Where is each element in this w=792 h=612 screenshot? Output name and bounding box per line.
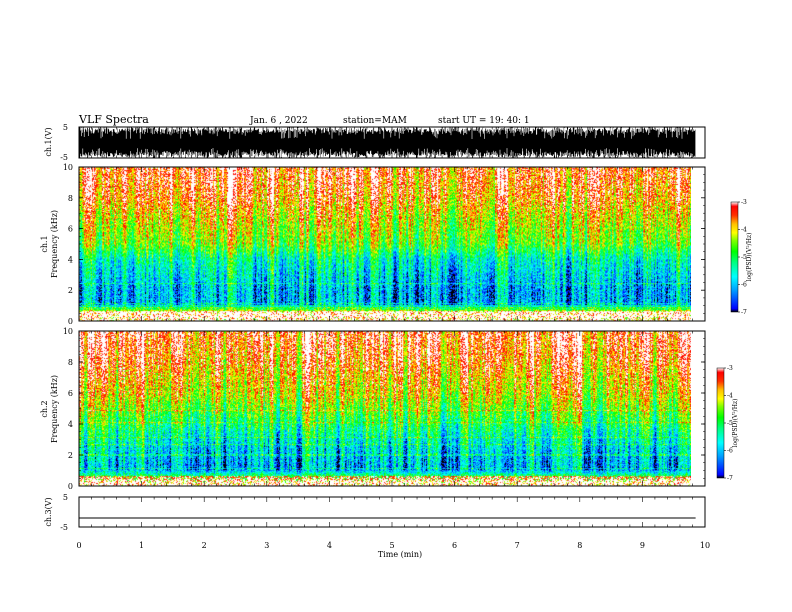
ytick-label: 4 bbox=[68, 420, 73, 429]
ch1-colorbar: -3 -4 -5 -6 -7 log(PSD)(V²/Hz) bbox=[730, 199, 753, 316]
ch2-colorbar-label: log(PSD)(V²/Hz) bbox=[732, 399, 739, 448]
time-tick-label: 8 bbox=[577, 541, 582, 550]
start-time-label: start UT = 19: 40: 1 bbox=[438, 116, 530, 126]
ytick-label: 8 bbox=[68, 194, 73, 203]
ch2-spectrogram-ylabel-channel: ch.2 bbox=[40, 400, 49, 417]
ch3-waveform-ylabel: ch.3(V) bbox=[44, 497, 53, 526]
colorbar-tick-label: -5 bbox=[741, 254, 747, 261]
ytick-label: 4 bbox=[68, 255, 73, 264]
time-tick-label: 6 bbox=[452, 541, 457, 550]
ch3-ytick-top: 5 bbox=[63, 493, 68, 502]
ch2-spectrogram-image bbox=[79, 331, 691, 486]
ch1-spectrogram-ylabel-channel: ch.1 bbox=[40, 235, 49, 252]
ch1-waveform-ylabel: ch.1(V) bbox=[44, 127, 53, 156]
ytick-label: 2 bbox=[68, 451, 73, 460]
time-tick-label: 4 bbox=[327, 541, 332, 550]
colorbar-tick-label: -7 bbox=[727, 475, 733, 482]
ch2-spectrogram-ylabel-frequency: Frequency (kHz) bbox=[50, 375, 59, 443]
time-axis-label: Time (min) bbox=[378, 550, 422, 559]
ch1-colorbar-label: log(PSD)(V²/Hz) bbox=[746, 233, 753, 282]
ch1-waveform-panel: 5 -5 ch.1(V) bbox=[44, 123, 706, 162]
ytick-label: 6 bbox=[68, 225, 73, 234]
ch1-spectrogram-panel: 0 2 4 6 8 10 ch.1 Frequency (kHz) bbox=[40, 163, 753, 326]
colorbar-tick-label: -7 bbox=[741, 309, 747, 316]
time-tick-label: 5 bbox=[389, 541, 394, 550]
ytick-label: 2 bbox=[68, 286, 73, 295]
colorbar-tick-label: -5 bbox=[727, 420, 733, 427]
ytick-label: 0 bbox=[68, 317, 73, 326]
figure-title: VLF Spectra bbox=[78, 113, 149, 126]
colorbar-tick-label: -3 bbox=[741, 199, 747, 206]
time-axis-ticks bbox=[78, 127, 706, 527]
ytick-label: 10 bbox=[63, 163, 73, 172]
ch2-spectrogram-yaxis: 0 2 4 6 8 10 bbox=[63, 327, 705, 491]
ch1-spectrogram-ylabel-frequency: Frequency (kHz) bbox=[50, 210, 59, 278]
time-tick-label: 0 bbox=[76, 541, 81, 550]
ch1-waveform-gaps bbox=[81, 128, 695, 157]
station-label: station=MAM bbox=[343, 116, 407, 126]
ch2-spectrogram-panel: 0 2 4 6 8 10 ch.2 Frequency (kHz) -3 -4 -5 -6 -7 … bbox=[40, 327, 739, 491]
ch1-ytick-bottom: -5 bbox=[60, 153, 68, 162]
ytick-label: 10 bbox=[63, 327, 73, 336]
time-tick-label: 9 bbox=[640, 541, 645, 550]
ch1-spectrogram-image bbox=[79, 167, 691, 321]
colorbar-tick-label: -3 bbox=[727, 365, 733, 372]
ch3-ytick-bottom: -5 bbox=[60, 523, 68, 532]
time-tick-label: 7 bbox=[515, 541, 520, 550]
ch3-waveform-panel: 5 -5 ch.3(V) bbox=[44, 493, 706, 532]
time-tick-label: 2 bbox=[202, 541, 207, 550]
time-tick-label: 10 bbox=[700, 541, 710, 550]
time-tick-label: 1 bbox=[139, 541, 144, 550]
colorbar-tick-label: -6 bbox=[727, 448, 733, 455]
ytick-label: 0 bbox=[68, 482, 73, 491]
ch1-ytick-top: 5 bbox=[63, 123, 68, 132]
ytick-label: 8 bbox=[68, 358, 73, 367]
ch2-colorbar: -3 -4 -5 -6 -7 log(PSD)(V²/Hz) bbox=[716, 365, 739, 482]
time-axis-labels: 0 1 2 3 4 5 6 7 8 9 10 bbox=[76, 541, 710, 550]
colorbar-tick-label: -4 bbox=[741, 227, 747, 234]
time-tick-label: 3 bbox=[264, 541, 269, 550]
colorbar-tick-label: -4 bbox=[727, 393, 733, 400]
ytick-label: 6 bbox=[68, 389, 73, 398]
ch1-spectrogram-yaxis: 0 2 4 6 8 10 bbox=[63, 163, 705, 326]
colorbar-tick-label: -6 bbox=[741, 282, 747, 289]
date-label: Jan. 6 , 2022 bbox=[249, 116, 308, 126]
